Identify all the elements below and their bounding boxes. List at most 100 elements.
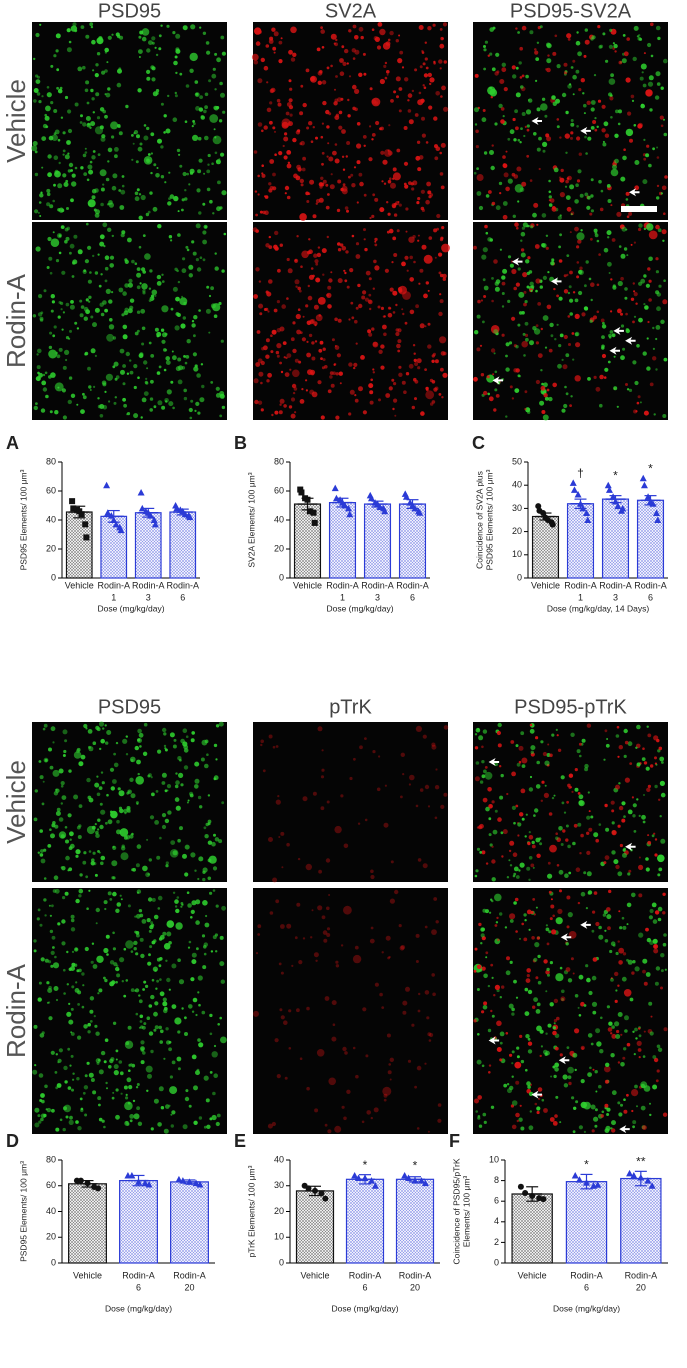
puncta <box>266 379 269 382</box>
puncta <box>39 760 42 763</box>
puncta <box>143 234 146 237</box>
puncta <box>517 822 521 826</box>
puncta <box>110 811 113 814</box>
puncta <box>541 800 543 802</box>
puncta <box>330 371 334 375</box>
puncta <box>549 349 553 353</box>
puncta <box>552 1031 557 1036</box>
puncta <box>34 949 37 952</box>
puncta <box>399 51 403 55</box>
puncta <box>51 294 55 298</box>
puncta <box>267 108 272 113</box>
puncta <box>313 214 317 218</box>
puncta <box>136 273 141 278</box>
puncta <box>108 819 113 824</box>
puncta <box>607 262 612 267</box>
puncta <box>155 988 157 990</box>
puncta <box>128 904 131 907</box>
puncta <box>314 259 318 263</box>
puncta <box>306 341 308 343</box>
puncta <box>44 1085 48 1089</box>
puncta <box>156 856 160 860</box>
puncta <box>108 36 112 40</box>
puncta <box>296 1008 300 1012</box>
puncta <box>341 129 346 134</box>
puncta <box>372 368 374 370</box>
puncta <box>90 996 94 1000</box>
puncta <box>217 1023 220 1026</box>
puncta <box>584 1131 586 1133</box>
puncta <box>484 151 487 154</box>
puncta <box>414 353 416 355</box>
puncta <box>324 365 328 369</box>
puncta <box>424 368 427 371</box>
puncta <box>156 790 159 793</box>
puncta <box>560 1053 563 1056</box>
data-point <box>522 1190 528 1196</box>
puncta <box>99 852 101 854</box>
puncta <box>614 50 616 52</box>
puncta <box>302 168 306 172</box>
puncta <box>542 142 547 147</box>
puncta <box>157 281 162 286</box>
puncta <box>50 930 53 933</box>
panel-letter: E <box>234 1131 246 1151</box>
puncta <box>440 299 444 303</box>
puncta <box>286 112 290 116</box>
x-tick-label: 1 <box>340 592 345 602</box>
puncta <box>557 864 560 867</box>
puncta <box>290 114 293 117</box>
data-point <box>550 522 556 528</box>
puncta <box>638 893 642 897</box>
data-point <box>570 479 577 486</box>
puncta <box>157 224 161 228</box>
puncta <box>259 312 262 315</box>
puncta <box>264 125 268 129</box>
puncta <box>600 1017 603 1020</box>
puncta <box>394 213 397 216</box>
puncta <box>644 982 648 986</box>
puncta <box>576 136 580 140</box>
y-tick-label: 20 <box>46 1232 56 1242</box>
puncta <box>521 182 526 187</box>
puncta <box>561 990 565 994</box>
puncta <box>564 386 567 389</box>
puncta <box>170 381 173 384</box>
puncta <box>396 39 399 42</box>
puncta <box>130 1119 133 1122</box>
puncta <box>372 193 375 196</box>
puncta <box>88 385 91 388</box>
puncta <box>47 988 52 993</box>
puncta <box>626 129 633 136</box>
puncta <box>137 892 139 894</box>
puncta <box>414 359 417 362</box>
puncta <box>404 77 408 81</box>
puncta <box>65 180 68 183</box>
puncta <box>138 994 140 996</box>
puncta <box>500 996 502 998</box>
puncta <box>590 816 593 819</box>
puncta <box>488 817 491 820</box>
puncta <box>128 279 132 283</box>
puncta <box>601 319 605 323</box>
puncta <box>565 111 568 114</box>
puncta <box>424 255 433 264</box>
puncta <box>338 248 341 251</box>
puncta <box>108 891 112 895</box>
puncta <box>661 87 664 90</box>
puncta <box>150 995 154 999</box>
bar <box>568 504 594 578</box>
puncta <box>85 352 89 356</box>
puncta <box>183 316 186 319</box>
puncta <box>135 192 139 196</box>
puncta <box>51 310 54 313</box>
data-point <box>641 482 648 489</box>
puncta <box>614 356 616 358</box>
puncta <box>615 1034 620 1039</box>
puncta <box>47 266 50 269</box>
puncta <box>618 825 621 828</box>
puncta <box>317 905 322 910</box>
puncta <box>643 303 645 305</box>
puncta <box>199 397 204 402</box>
puncta <box>610 73 614 77</box>
